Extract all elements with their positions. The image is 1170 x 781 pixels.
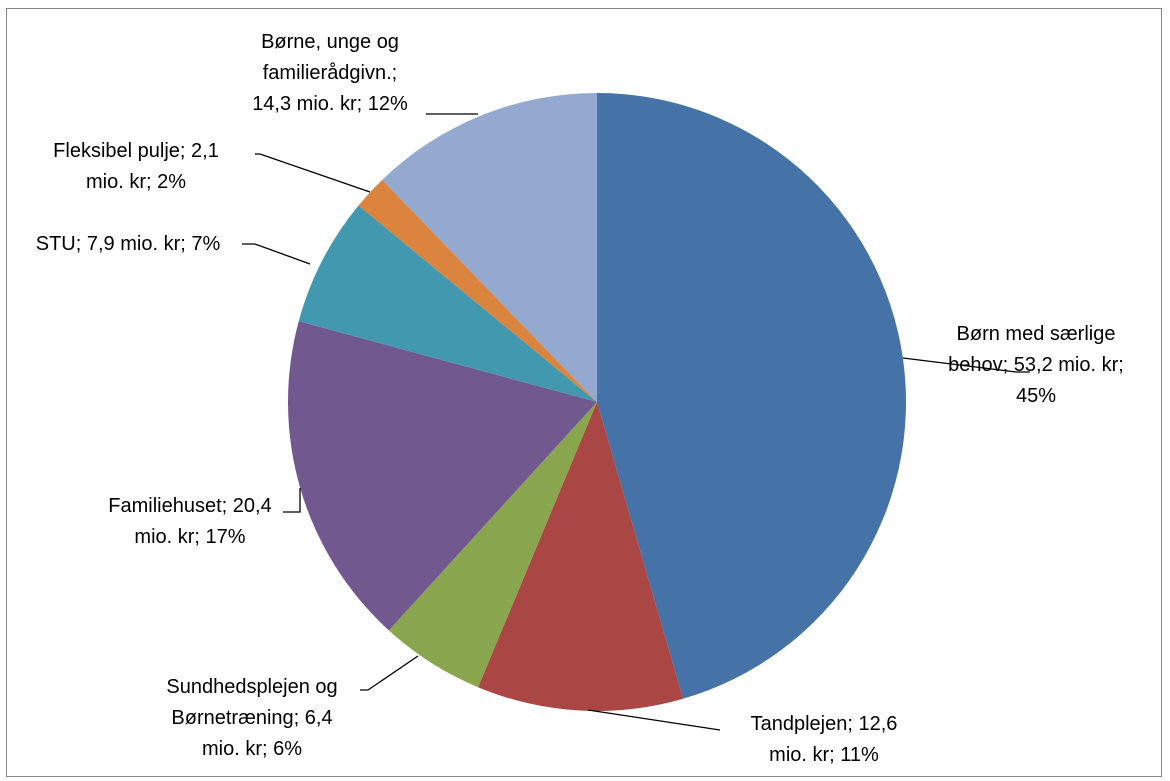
pie-slice-0 <box>597 93 907 699</box>
slice-label-line: STU; 7,9 mio. kr; 7% <box>36 233 221 255</box>
pie-slice-4 <box>298 205 597 402</box>
slice-label-line: mio. kr; 11% <box>769 744 879 766</box>
slice-label-line: Børnetræning; 6,4 <box>171 707 332 729</box>
slice-label-2: Sundhedsplejen og Børnetræning; 6,4 mio. k… <box>166 676 337 760</box>
pie-slice-3 <box>287 321 597 631</box>
pie-slice-6 <box>382 93 597 402</box>
slice-label-line: mio. kr; 17% <box>134 526 245 548</box>
slice-label-line: Børn med særlige <box>957 323 1116 345</box>
slice-label-line: 45% <box>1016 385 1056 407</box>
slice-label-line: Tandplejen; 12,6 <box>751 713 898 735</box>
slice-label-line: mio. kr; 6% <box>202 738 302 760</box>
slice-label-line: familierådgivn.; <box>263 62 398 84</box>
slice-label-line: behov; 53,2 mio. kr; <box>948 354 1124 376</box>
slice-label-4: STU; 7,9 mio. kr; 7% <box>36 233 221 255</box>
leader-line-5 <box>255 153 371 193</box>
leader-line-2 <box>360 655 419 691</box>
slice-label-1: Tandplejen; 12,6 mio. kr; 11% <box>751 713 898 766</box>
leader-line-4 <box>242 243 311 265</box>
slice-label-3: Familiehuset; 20,4 mio. kr; 17% <box>108 495 271 548</box>
pie-slice-5 <box>358 179 597 402</box>
slice-label-line: Familiehuset; 20,4 <box>108 495 271 517</box>
slice-label-6: Børne, unge og familierådgivn.; 14,3 mio. … <box>252 31 408 115</box>
slice-label-0: Børn med særlige behov; 53,2 mio. kr; 45% <box>948 323 1124 407</box>
slice-label-line: mio. kr; 2% <box>86 171 186 193</box>
pie-slice-1 <box>478 402 684 712</box>
leader-line-0 <box>902 357 1030 373</box>
slice-label-line: 14,3 mio. kr; 12% <box>252 93 408 115</box>
pie-slice-2 <box>388 402 597 688</box>
leader-line-1 <box>587 709 721 731</box>
slice-label-line: Sundhedsplejen og <box>166 676 337 698</box>
leader-line-3 <box>283 488 301 513</box>
slice-label-line: Fleksibel pulje; 2,1 <box>53 140 219 162</box>
slice-label-line: Børne, unge og <box>261 31 399 53</box>
slice-label-5: Fleksibel pulje; 2,1 mio. kr; 2% <box>53 140 219 193</box>
